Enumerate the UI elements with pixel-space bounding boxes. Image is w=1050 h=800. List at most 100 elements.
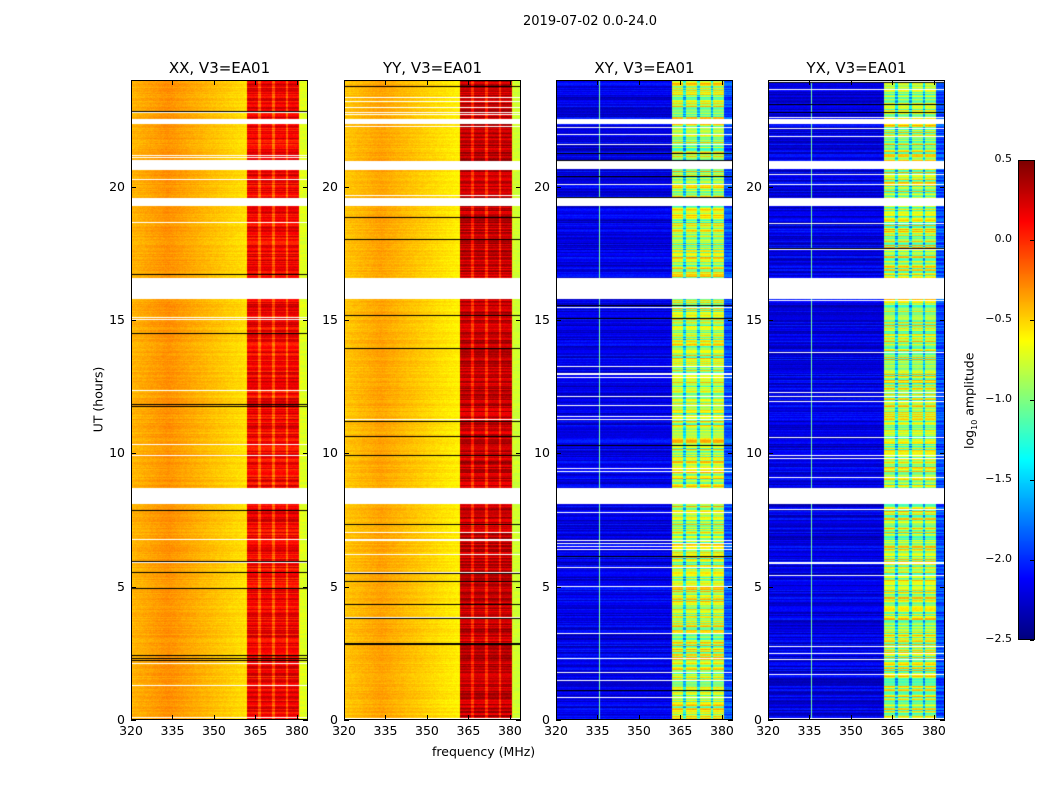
- colorbar-tick-label: 0.0: [994, 232, 1013, 245]
- y-tick-label: 5: [754, 578, 762, 594]
- colorbar-label-rest: amplitude: [961, 352, 977, 420]
- x-tick-mark-top: [172, 80, 174, 85]
- y-tick-mark-right: [303, 320, 308, 321]
- y-tick-mark: [131, 320, 136, 321]
- x-tick-mark: [296, 715, 298, 720]
- x-tick-mark: [213, 715, 215, 720]
- x-tick-mark: [933, 715, 935, 720]
- heatmap-image: [769, 81, 944, 719]
- y-tick-mark: [768, 720, 773, 721]
- x-tick-mark: [172, 715, 174, 720]
- x-tick-label: 335: [797, 723, 822, 738]
- colorbar-tick-label: −2.0: [985, 552, 1012, 565]
- x-tick-mark: [344, 715, 345, 720]
- y-tick-label: 0: [117, 712, 125, 727]
- colorbar-tick-mark: [1030, 240, 1034, 241]
- y-tick-mark: [344, 320, 349, 321]
- x-tick-label: 365: [668, 723, 693, 738]
- x-tick-mark: [385, 715, 387, 720]
- x-tick-label: 350: [415, 723, 439, 738]
- x-tick-label: 380: [498, 723, 522, 738]
- y-tick-mark: [344, 186, 349, 188]
- x-tick-mark-top: [509, 80, 511, 85]
- y-tick-label: 0: [330, 712, 338, 727]
- x-tick-mark: [892, 715, 894, 720]
- heatmap-panel-yy: [344, 80, 521, 720]
- y-tick-label: 20: [534, 178, 550, 194]
- heatmap-panel-yx: [768, 80, 945, 720]
- x-tick-mark: [556, 715, 557, 720]
- colorbar-label-base: log: [961, 429, 977, 449]
- y-tick-mark-right: [940, 720, 945, 721]
- y-tick-mark-right: [940, 453, 945, 455]
- y-tick-mark: [131, 186, 136, 188]
- x-tick-label: 335: [160, 723, 185, 738]
- panel-title: YX, V3=EA01: [806, 59, 907, 77]
- y-tick-label: 15: [109, 312, 125, 327]
- y-tick-mark-right: [303, 186, 308, 188]
- y-tick-mark-right: [940, 586, 945, 588]
- y-tick-label: 10: [322, 445, 338, 461]
- colorbar-tick-mark: [1030, 400, 1034, 401]
- x-tick-mark-top: [892, 80, 894, 85]
- x-tick-mark-top: [426, 80, 428, 85]
- y-tick-mark: [344, 453, 349, 455]
- x-tick-mark-top: [344, 80, 345, 85]
- colorbar-tick-mark: [1030, 160, 1034, 161]
- x-tick-mark-top: [296, 80, 298, 85]
- x-tick-mark: [768, 715, 769, 720]
- y-tick-mark: [556, 186, 561, 188]
- y-tick-label: 20: [109, 178, 125, 194]
- x-tick-mark-top: [385, 80, 387, 85]
- x-tick-label: 380: [285, 723, 309, 738]
- figure-title: 2019-07-02 0.0-24.0: [523, 14, 657, 29]
- x-tick-mark-top: [768, 80, 769, 85]
- x-tick-mark: [131, 715, 132, 720]
- y-tick-label: 5: [330, 578, 338, 594]
- colorbar-label: log10 amplitude: [961, 341, 979, 461]
- y-tick-mark-right: [728, 320, 733, 321]
- panel-title: XX, V3=EA01: [168, 59, 271, 77]
- y-tick-label: 10: [534, 445, 550, 461]
- colorbar-label-sub: 10: [969, 419, 979, 430]
- x-tick-mark-top: [850, 80, 852, 85]
- y-tick-mark-right: [940, 186, 945, 188]
- panel-title: YY, V3=EA01: [382, 59, 483, 77]
- x-tick-mark-top: [213, 80, 215, 85]
- heatmap-image: [345, 81, 520, 719]
- y-tick-label: 15: [746, 312, 762, 327]
- x-tick-mark: [721, 715, 723, 720]
- x-tick-label: 350: [202, 723, 226, 738]
- y-tick-mark: [131, 453, 136, 455]
- x-tick-label: 365: [243, 723, 268, 738]
- x-tick-mark: [680, 715, 682, 720]
- colorbar-tick-label: 0.5: [994, 152, 1013, 165]
- y-tick-label: 20: [746, 178, 762, 194]
- y-tick-mark: [768, 586, 773, 588]
- x-tick-label: 350: [839, 723, 863, 738]
- colorbar-tick-label: −0.5: [985, 312, 1012, 325]
- y-tick-mark: [768, 186, 773, 188]
- colorbar-tick-mark: [1030, 640, 1034, 641]
- y-tick-mark: [556, 586, 561, 588]
- heatmap-panel-xx: [131, 80, 308, 720]
- x-tick-mark-top: [556, 80, 557, 85]
- y-tick-mark-right: [516, 453, 521, 455]
- y-tick-label: 0: [754, 712, 762, 727]
- colorbar: [1018, 160, 1035, 640]
- colorbar-tick-mark: [1030, 560, 1034, 561]
- x-tick-mark-top: [468, 80, 470, 85]
- y-tick-mark-right: [303, 453, 308, 455]
- y-tick-mark-right: [728, 720, 733, 721]
- x-tick-mark: [426, 715, 428, 720]
- y-tick-label: 15: [534, 312, 550, 327]
- heatmap-image: [132, 81, 307, 719]
- colorbar-tick-label: −1.0: [985, 392, 1012, 405]
- y-tick-mark: [344, 720, 349, 721]
- x-tick-mark-top: [597, 80, 599, 85]
- y-tick-mark-right: [516, 586, 521, 588]
- y-tick-label: 0: [542, 712, 550, 727]
- x-tick-mark: [468, 715, 470, 720]
- y-tick-mark-right: [728, 186, 733, 188]
- y-tick-mark-right: [516, 186, 521, 188]
